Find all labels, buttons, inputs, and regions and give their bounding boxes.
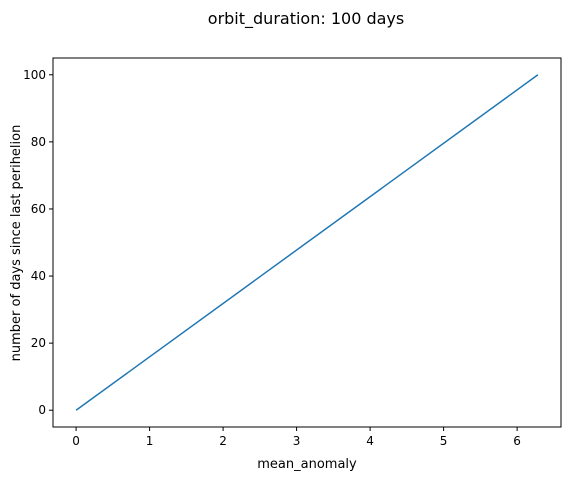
y-tick-label: 20: [31, 336, 46, 350]
x-tick-label: 4: [366, 434, 374, 448]
chart-title: orbit_duration: 100 days: [208, 9, 404, 29]
plot-frame: [52, 57, 562, 428]
y-tick-label: 0: [38, 403, 46, 417]
x-tick-label: 5: [440, 434, 448, 448]
x-tick-label: 6: [513, 434, 521, 448]
x-tick-label: 0: [72, 434, 80, 448]
y-axis-ticks: 0 20 40 60 80 100: [23, 68, 53, 417]
y-tick-label: 60: [31, 202, 46, 216]
x-tick-label: 2: [219, 434, 227, 448]
x-tick-label: 3: [293, 434, 301, 448]
y-tick-label: 40: [31, 269, 46, 283]
y-tick-label: 80: [31, 135, 46, 149]
y-tick-label: 100: [23, 68, 46, 82]
y-axis-label: number of days since last perihelion: [9, 125, 24, 362]
series-line: [75, 74, 539, 411]
x-axis-label: mean_anomaly: [257, 457, 357, 472]
plot-area: [75, 74, 539, 411]
x-tick-label: 1: [146, 434, 154, 448]
x-axis-ticks: 0 1 2 3 4 5 6: [72, 427, 521, 448]
